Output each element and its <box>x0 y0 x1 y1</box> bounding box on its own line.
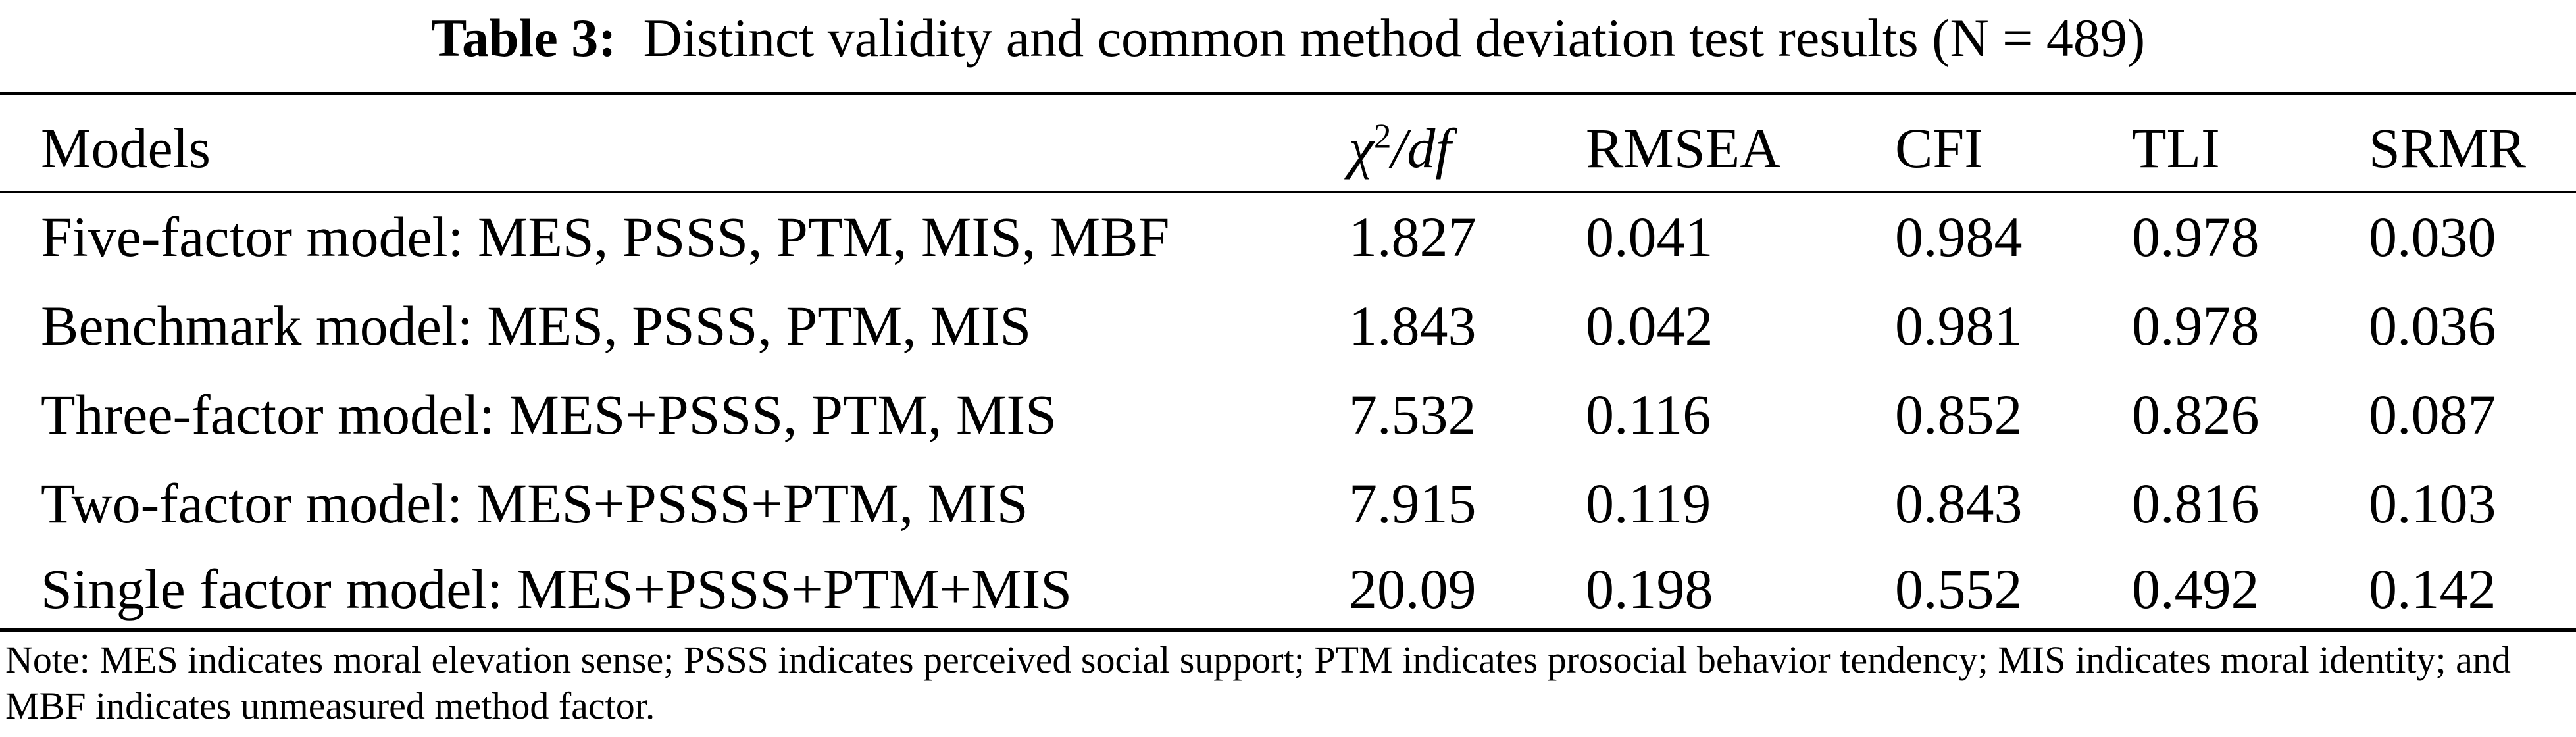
cell-cfi: 0.984 <box>1895 205 2023 268</box>
header-tli: TLI <box>2132 116 2220 180</box>
cell-chi2df: 20.09 <box>1349 557 1477 621</box>
cell-cfi: 0.552 <box>1895 557 2023 621</box>
table-row: Single factor model: MES+PSSS+PTM+MIS 20… <box>0 546 2576 632</box>
cell-tli: 0.492 <box>2132 557 2260 621</box>
table-row: Three-factor model: MES+PSSS, PTM, MIS 7… <box>0 372 2576 457</box>
cell-chi2df: 1.827 <box>1349 205 1477 268</box>
cell-cfi: 0.852 <box>1895 383 2023 446</box>
cell-model: Five-factor model: MES, PSSS, PTM, MIS, … <box>41 205 1170 268</box>
cell-model: Three-factor model: MES+PSSS, PTM, MIS <box>41 383 1057 446</box>
table-row: Five-factor model: MES, PSSS, PTM, MIS, … <box>0 194 2576 280</box>
cell-srmr: 0.087 <box>2369 383 2496 446</box>
cell-tli: 0.816 <box>2132 472 2260 535</box>
cell-tli: 0.978 <box>2132 294 2260 357</box>
cell-tli: 0.826 <box>2132 383 2260 446</box>
cell-cfi: 0.843 <box>1895 472 2023 535</box>
header-srmr: SRMR <box>2369 116 2527 180</box>
table-header-row: Models χ2/df RMSEA CFI TLI SRMR <box>0 105 2576 191</box>
table-caption-text: Distinct validity and common method devi… <box>643 8 2146 68</box>
table-top-rule <box>0 92 2576 95</box>
cell-srmr: 0.142 <box>2369 557 2496 621</box>
cell-rmsea: 0.119 <box>1586 472 1711 535</box>
cell-chi2df: 7.532 <box>1349 383 1477 446</box>
table-bottom-rule <box>0 628 2576 632</box>
cell-model: Benchmark model: MES, PSSS, PTM, MIS <box>41 294 1032 357</box>
table-row: Benchmark model: MES, PSSS, PTM, MIS 1.8… <box>0 283 2576 368</box>
header-models: Models <box>41 116 211 180</box>
table-header-rule <box>0 191 2576 193</box>
cell-rmsea: 0.042 <box>1586 294 1713 357</box>
cell-srmr: 0.036 <box>2369 294 2496 357</box>
header-chi-symbol: χ <box>1349 116 1374 180</box>
cell-chi2df: 7.915 <box>1349 472 1477 535</box>
table-note: Note: MES indicates moral elevation sens… <box>5 638 2511 727</box>
cell-srmr: 0.103 <box>2369 472 2496 535</box>
table-caption: Table 3: Distinct validity and common me… <box>0 5 2576 71</box>
cell-cfi: 0.981 <box>1895 294 2023 357</box>
cell-model: Two-factor model: MES+PSSS+PTM, MIS <box>41 472 1028 535</box>
table-row: Two-factor model: MES+PSSS+PTM, MIS 7.91… <box>0 461 2576 546</box>
cell-tli: 0.978 <box>2132 205 2260 268</box>
cell-srmr: 0.030 <box>2369 205 2496 268</box>
header-chi-df: /df <box>1391 116 1452 180</box>
cell-chi2df: 1.843 <box>1349 294 1477 357</box>
header-rmsea: RMSEA <box>1586 116 1781 180</box>
cell-rmsea: 0.198 <box>1586 557 1713 621</box>
header-chi-superscript: 2 <box>1373 116 1392 156</box>
cell-model: Single factor model: MES+PSSS+PTM+MIS <box>41 557 1073 621</box>
cell-rmsea: 0.116 <box>1586 383 1711 446</box>
header-cfi: CFI <box>1895 116 1983 180</box>
table-caption-label: Table 3: <box>430 8 617 68</box>
cell-rmsea: 0.041 <box>1586 205 1713 268</box>
header-chi2df: χ2/df <box>1349 105 1451 191</box>
